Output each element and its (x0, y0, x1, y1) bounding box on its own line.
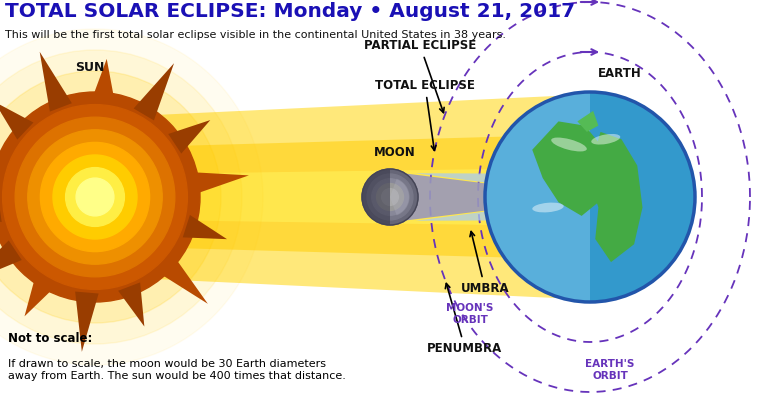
Circle shape (53, 155, 137, 239)
Circle shape (2, 105, 187, 289)
Text: EARTH: EARTH (598, 67, 642, 80)
Polygon shape (0, 150, 8, 179)
Polygon shape (91, 59, 115, 103)
Polygon shape (578, 111, 598, 132)
Circle shape (0, 50, 242, 344)
Polygon shape (0, 198, 2, 222)
Text: TOTAL ECLIPSE: TOTAL ECLIPSE (375, 79, 475, 151)
Circle shape (0, 29, 263, 365)
Circle shape (372, 179, 408, 215)
Polygon shape (415, 197, 600, 221)
Text: Not to scale:: Not to scale: (8, 332, 92, 345)
Polygon shape (75, 291, 98, 352)
Polygon shape (152, 134, 595, 260)
Text: If drawn to scale, the moon would be 30 Earth diameters
away from Earth. The sun: If drawn to scale, the moon would be 30 … (8, 359, 346, 381)
Polygon shape (152, 94, 595, 300)
Polygon shape (0, 102, 34, 140)
Circle shape (15, 117, 174, 277)
Polygon shape (415, 173, 600, 197)
Wedge shape (362, 169, 390, 225)
Polygon shape (133, 63, 174, 121)
Wedge shape (485, 92, 590, 302)
Text: MOON: MOON (374, 146, 416, 159)
Wedge shape (390, 178, 410, 216)
Text: PARTIAL ECLIPSE: PARTIAL ECLIPSE (364, 39, 476, 113)
Polygon shape (40, 52, 72, 112)
Text: EARTH'S
ORBIT: EARTH'S ORBIT (585, 359, 635, 381)
Circle shape (382, 188, 399, 206)
Circle shape (76, 178, 114, 216)
Text: MOON'S
ORBIT: MOON'S ORBIT (447, 303, 494, 325)
Circle shape (367, 174, 413, 220)
Text: This will be the first total solar eclipse visible in the continental United Sta: This will be the first total solar eclip… (5, 30, 506, 40)
Circle shape (362, 169, 418, 225)
Ellipse shape (591, 134, 620, 145)
Polygon shape (168, 120, 210, 153)
Circle shape (485, 92, 695, 302)
Text: TOTAL SOLAR ECLIPSE: Monday • August 21, 2017: TOTAL SOLAR ECLIPSE: Monday • August 21,… (5, 2, 575, 21)
Text: PENUMBRA: PENUMBRA (427, 284, 503, 355)
Text: UMBRA: UMBRA (461, 231, 509, 295)
Circle shape (40, 142, 149, 251)
Text: SUN: SUN (75, 61, 104, 74)
Polygon shape (0, 241, 22, 283)
Circle shape (66, 168, 124, 226)
Circle shape (0, 92, 200, 302)
Polygon shape (188, 172, 249, 195)
Ellipse shape (551, 138, 587, 151)
Polygon shape (532, 121, 609, 216)
Circle shape (0, 71, 221, 323)
Ellipse shape (533, 203, 564, 212)
Circle shape (376, 183, 403, 211)
Polygon shape (588, 132, 642, 262)
Polygon shape (24, 274, 56, 317)
Circle shape (27, 130, 162, 264)
Polygon shape (183, 215, 227, 239)
Polygon shape (156, 254, 208, 304)
Polygon shape (118, 282, 144, 327)
Polygon shape (387, 171, 595, 223)
Polygon shape (152, 168, 595, 226)
